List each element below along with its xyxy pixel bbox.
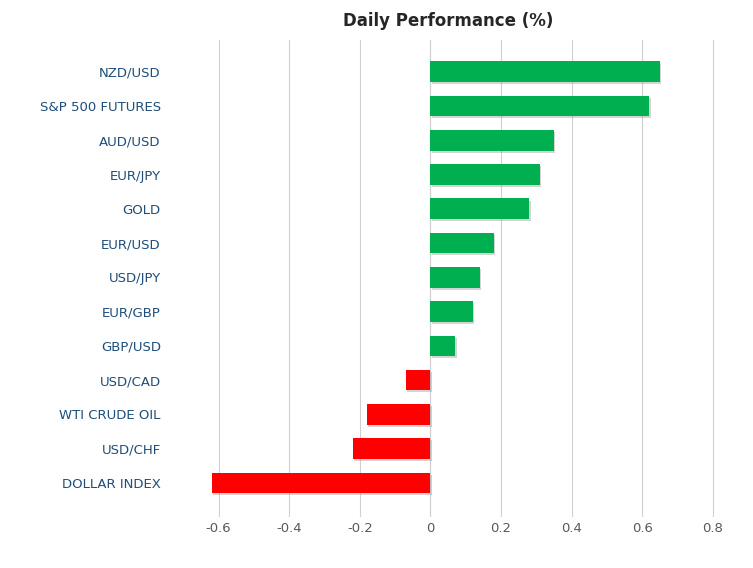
Bar — [431, 198, 529, 219]
Bar — [431, 96, 649, 116]
FancyBboxPatch shape — [431, 166, 541, 187]
FancyBboxPatch shape — [431, 201, 531, 221]
Bar — [367, 404, 431, 425]
Bar — [406, 370, 431, 390]
Bar — [431, 336, 455, 356]
FancyBboxPatch shape — [431, 64, 661, 84]
FancyBboxPatch shape — [431, 269, 481, 290]
Title: Daily Performance (%): Daily Performance (%) — [343, 12, 553, 30]
Bar — [431, 164, 540, 185]
Bar — [352, 438, 431, 459]
Bar — [431, 267, 480, 287]
FancyBboxPatch shape — [213, 475, 431, 495]
Bar — [431, 301, 473, 322]
FancyBboxPatch shape — [431, 98, 651, 118]
FancyBboxPatch shape — [431, 132, 555, 153]
Bar — [212, 473, 431, 493]
FancyBboxPatch shape — [354, 440, 431, 461]
FancyBboxPatch shape — [431, 235, 495, 256]
Bar — [431, 130, 554, 151]
FancyBboxPatch shape — [368, 406, 431, 427]
FancyBboxPatch shape — [431, 303, 474, 324]
FancyBboxPatch shape — [407, 372, 431, 392]
Bar — [431, 233, 494, 253]
FancyBboxPatch shape — [431, 337, 456, 358]
Bar — [431, 61, 660, 82]
